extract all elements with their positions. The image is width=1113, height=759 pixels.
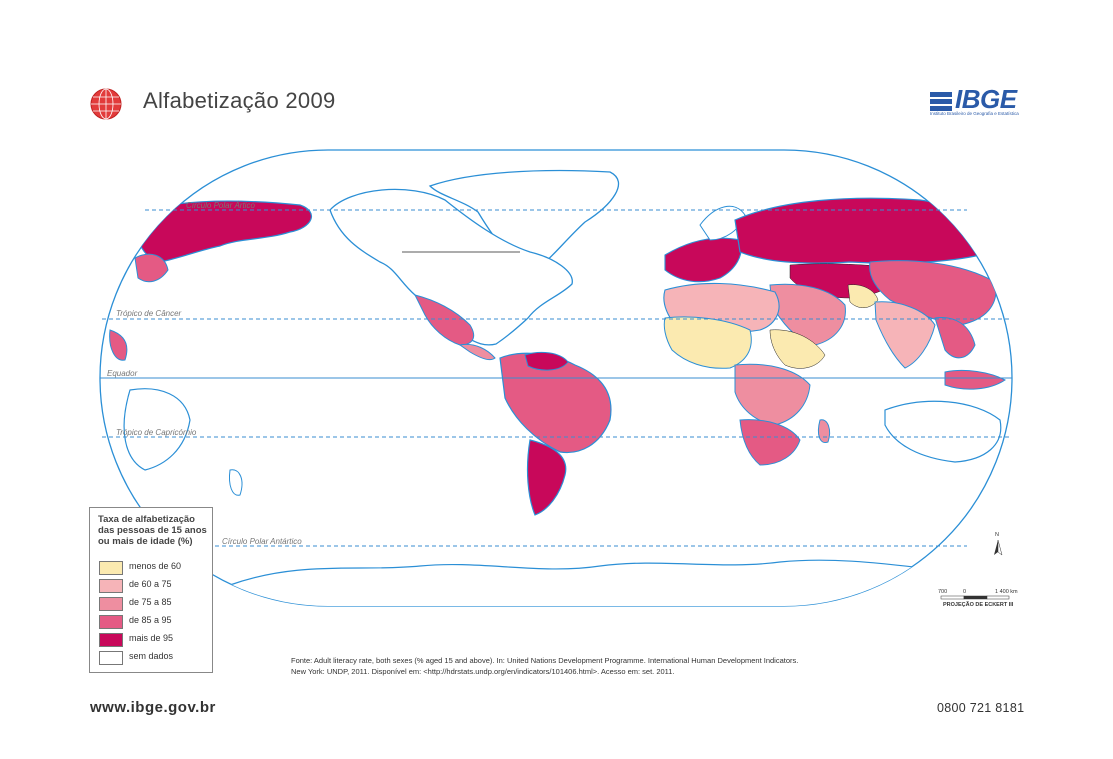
legend: Taxa de alfabetização das pessoas de 15 … xyxy=(89,507,213,673)
legend-swatch xyxy=(99,561,123,575)
source-line-2: New York: UNDP, 2011. Disponível em: <ht… xyxy=(291,667,675,676)
afghanistan xyxy=(847,284,879,308)
south-america-south xyxy=(526,439,567,516)
legend-label: mais de 95 xyxy=(129,633,174,643)
scale-zero: 0 xyxy=(963,589,966,595)
north-label: N xyxy=(995,532,999,538)
logo-text: IBGE xyxy=(955,84,1017,114)
indonesia xyxy=(944,369,1006,390)
southern-africa xyxy=(739,419,801,466)
north-america xyxy=(329,188,573,346)
source-line-1: Fonte: Adult literacy rate, both sexes (… xyxy=(291,656,799,665)
legend-swatch xyxy=(99,651,123,665)
west-africa xyxy=(663,316,752,369)
west-islands xyxy=(109,329,128,361)
mexico xyxy=(414,294,475,346)
venezuela xyxy=(524,351,569,371)
middle-east xyxy=(769,283,846,346)
tropic-capricorn-label: Trópico de Capricórnio xyxy=(116,428,197,437)
ibge-logo xyxy=(930,92,952,111)
page-title: Alfabetização 2009 xyxy=(143,88,336,113)
antarctic-circle-label: Círculo Polar Antártico xyxy=(222,537,302,546)
equator-label: Equador xyxy=(107,369,138,378)
globe-icon xyxy=(90,88,122,120)
horn-africa xyxy=(769,329,826,369)
russia xyxy=(734,197,982,264)
website-link[interactable]: www.ibge.gov.br xyxy=(90,699,216,716)
legend-swatch xyxy=(99,615,123,629)
logo-subtitle: Instituto Brasileiro de Geografia e Esta… xyxy=(930,111,1019,116)
source-note: Fonte: Adult literacy rate, both sexes (… xyxy=(291,655,851,677)
scandinavia xyxy=(699,205,746,241)
legend-label: de 60 a 75 xyxy=(129,579,172,589)
tropic-cancer-label: Trópico de Câncer xyxy=(116,309,182,318)
legend-label: menos de 60 xyxy=(129,561,182,571)
australia xyxy=(884,400,1002,463)
kamchatka xyxy=(134,253,169,283)
north-arrow-icon: N xyxy=(994,532,1003,556)
india xyxy=(874,301,936,369)
antarctica xyxy=(100,559,1012,606)
madagascar xyxy=(817,419,831,444)
legend-swatch xyxy=(99,633,123,647)
legend-title: Taxa de alfabetização das pessoas de 15 … xyxy=(98,514,207,547)
central-africa xyxy=(734,363,811,426)
central-america xyxy=(458,343,496,361)
phone-number: 0800 721 8181 xyxy=(937,701,1025,715)
legend-swatch xyxy=(99,597,123,611)
scale-left: 700 xyxy=(938,589,947,595)
scale-right: 1 400 km xyxy=(995,589,1018,595)
legend-label: de 85 a 95 xyxy=(129,615,172,625)
china xyxy=(869,260,997,326)
europe xyxy=(664,237,742,283)
legend-label: sem dados xyxy=(129,651,174,661)
greenland xyxy=(428,169,620,273)
legend-swatch xyxy=(99,579,123,593)
west-landmass xyxy=(123,388,191,471)
scale-bar: 700 0 1 400 km PROJEÇÃO DE ECKERT III xyxy=(938,589,1018,608)
arctic-circle-label: Círculo Polar Ártico xyxy=(186,201,255,210)
nz xyxy=(229,469,243,496)
legend-label: de 75 a 85 xyxy=(129,597,172,607)
projection-label: PROJEÇÃO DE ECKERT III xyxy=(943,601,1014,608)
